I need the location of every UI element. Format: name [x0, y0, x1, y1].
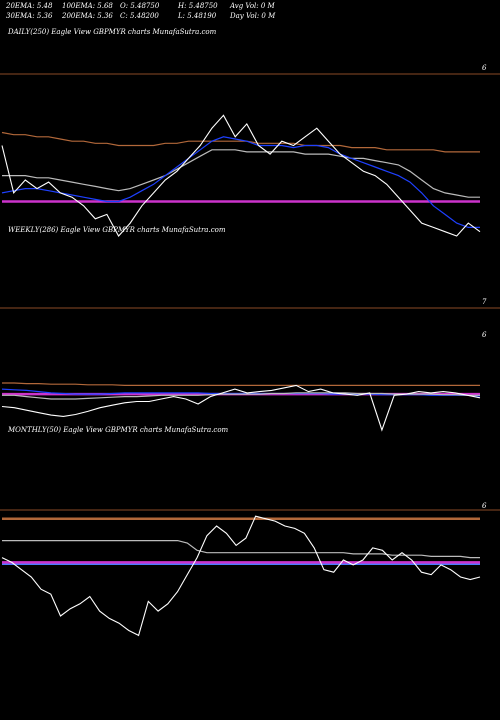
header-30ema: 30EMA: 5.36: [6, 12, 53, 20]
weekly-series-line-0: [1, 384, 481, 432]
header-20ema: 20EMA: 5.48: [6, 2, 53, 10]
daily-y-tick-label: 6: [482, 64, 487, 72]
weekly-y-tick-label: 6: [482, 331, 487, 339]
monthly-series-line-1: [2, 539, 480, 559]
daily-chart-title: DAILY(250) Eagle View GBPMYR charts Muna…: [8, 28, 217, 36]
monthly-chart-panel: [0, 509, 500, 637]
daily-series-line-2: [2, 149, 480, 198]
header-low: L: 5.48190: [178, 12, 217, 20]
header-close: C: 5.48200: [120, 12, 159, 20]
daily-series-line-3: [1, 131, 480, 153]
monthly-y-tick-label: 6: [482, 502, 487, 510]
header-high: H: 5.48750: [178, 2, 218, 10]
weekly-chart-panel: [0, 307, 500, 432]
daily-series-line-0: [1, 114, 481, 237]
header-open: O: 5.48750: [120, 2, 160, 10]
daily-series-line-1: [1, 136, 480, 228]
weekly-series-line-1: [2, 392, 480, 400]
daily-chart-panel: [0, 73, 500, 237]
weekly-series-line-3: [2, 382, 480, 386]
monthly-chart-title: MONTHLY(50) Eagle View GBPMYR charts Mun…: [8, 426, 229, 434]
weekly-chart-title: WEEKLY(286) Eagle View GBPMYR charts Mun…: [8, 226, 226, 234]
weekly-y-tick-label: 7: [482, 298, 487, 306]
monthly-series-line-0: [1, 515, 481, 637]
header-200ema: 200EMA: 5.36: [62, 12, 113, 20]
header-100ema: 100EMA: 5.68: [62, 2, 113, 10]
header-avg-vol: Avg Vol: 0 M: [230, 2, 275, 10]
header-day-vol: Day Vol: 0 M: [230, 12, 276, 20]
